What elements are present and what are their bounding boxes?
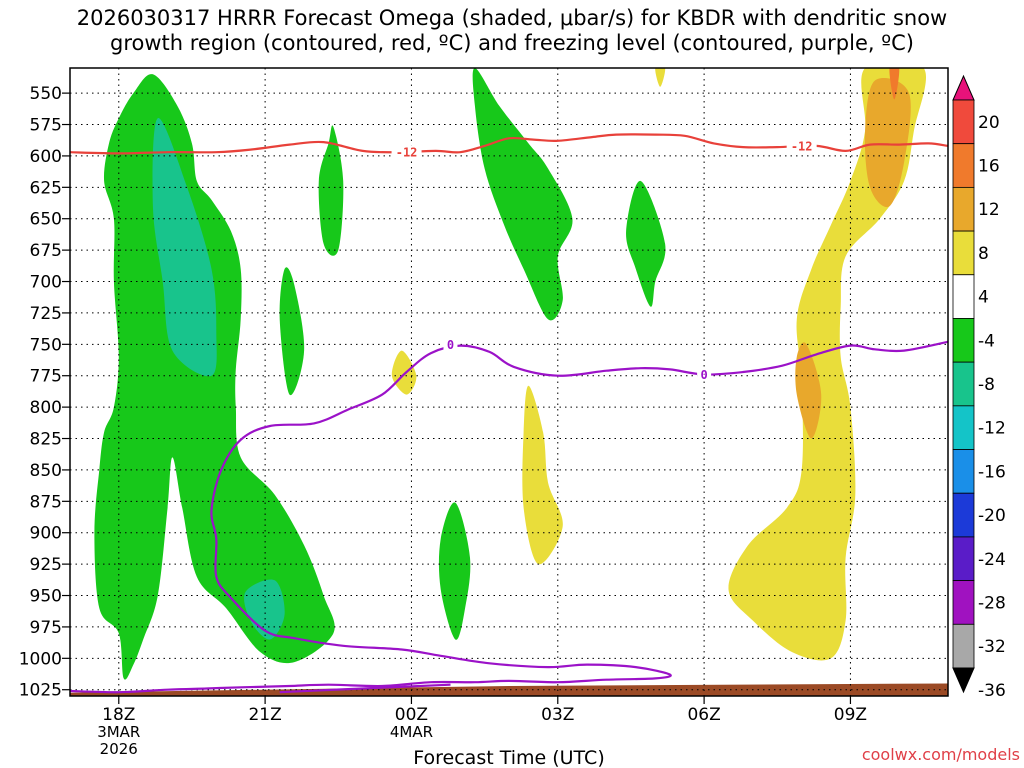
colorbar-label: 8 xyxy=(978,244,989,264)
y-tick-label: 975 xyxy=(30,618,62,638)
colorbar-bin xyxy=(952,405,975,450)
contour-label-bg xyxy=(443,337,458,352)
colorbar-bin xyxy=(952,361,975,407)
contour-label: -12 xyxy=(791,139,813,153)
contour-line-0 xyxy=(70,133,948,155)
colorbar-label: 16 xyxy=(978,157,1000,177)
title-line-1: 2026030317 HRRR Forecast Omega (shaded, … xyxy=(76,6,948,30)
y-tick-label: 800 xyxy=(30,398,62,418)
colorbar-bin xyxy=(952,186,975,232)
colorbar-label: -16 xyxy=(978,462,1006,482)
omega-shading xyxy=(94,68,927,680)
colorbar-label: 20 xyxy=(978,113,1000,133)
x-tick-date: 4MAR xyxy=(390,723,433,741)
omega-region-8 xyxy=(728,68,927,661)
colorbar-bin xyxy=(952,580,975,625)
contour-line-1 xyxy=(70,340,948,694)
y-tick-label: 875 xyxy=(30,492,62,512)
colorbar-label: -4 xyxy=(978,331,995,351)
colorbar-label: -20 xyxy=(978,506,1006,526)
x-tick-label: 00Z xyxy=(395,705,428,725)
plot-frame xyxy=(69,67,949,697)
omega-region-14 xyxy=(522,385,563,565)
colorbar-bin xyxy=(952,99,975,145)
colorbar-label: -36 xyxy=(978,681,1006,701)
colorbar-max-arrow xyxy=(952,74,975,101)
ground-fill xyxy=(70,683,948,696)
omega-region-1 xyxy=(152,118,217,377)
omega-region-12 xyxy=(655,68,666,87)
omega-region-7 xyxy=(438,502,471,640)
contour-label: 0 xyxy=(700,368,707,382)
contour-label-bg xyxy=(391,145,422,160)
y-tick-label: 600 xyxy=(30,147,62,167)
y-tick-label: 775 xyxy=(30,367,62,387)
omega-region-9 xyxy=(864,77,911,208)
colorbar-bin xyxy=(952,449,975,494)
x-tick-date: 3MAR xyxy=(97,723,140,741)
x-tick-label: 03Z xyxy=(541,705,574,725)
colorbar-label: -12 xyxy=(978,419,1006,439)
x-tick-label: 21Z xyxy=(248,705,281,725)
colorbar-bin xyxy=(952,230,975,276)
x-tick-label: 06Z xyxy=(687,705,720,725)
chart-title: 2026030317 HRRR Forecast Omega (shaded, … xyxy=(0,6,1024,56)
colorbar-label: 12 xyxy=(978,200,1000,220)
colorbar-bin xyxy=(952,143,975,188)
omega-region-2 xyxy=(244,579,285,640)
colorbar-bin xyxy=(952,623,975,669)
x-axis-title: Forecast Time (UTC) xyxy=(413,747,604,768)
colorbar-bin xyxy=(952,492,975,538)
colorbar-min-arrow xyxy=(952,667,975,694)
y-tick-label: 650 xyxy=(30,210,62,230)
contour-label-bg xyxy=(697,367,712,382)
y-tick-label: 575 xyxy=(30,116,62,136)
y-tick-label: 1000 xyxy=(19,649,62,669)
omega-region-6 xyxy=(626,180,666,307)
contour-label: -12 xyxy=(396,146,418,160)
contour-line-2 xyxy=(279,683,451,694)
contour-label: 0 xyxy=(447,338,454,352)
y-tick-label: 1025 xyxy=(19,681,62,701)
colorbar-label: -24 xyxy=(978,550,1006,570)
colorbar-bin xyxy=(952,536,975,582)
dotted-grid xyxy=(70,68,948,696)
ground-terrain xyxy=(70,683,948,696)
contour-lines xyxy=(70,133,948,694)
y-tick-label: 850 xyxy=(30,461,62,481)
colorbar-bin xyxy=(952,274,975,319)
y-tick-label: 750 xyxy=(30,335,62,355)
y-tick-label: 625 xyxy=(30,178,62,198)
x-tick-label: 09Z xyxy=(834,705,867,725)
colorbar-label: -32 xyxy=(978,637,1006,657)
title-line-2: growth region (contoured, red, ºC) and f… xyxy=(110,31,914,55)
y-tick-label: 950 xyxy=(30,587,62,607)
omega-region-13 xyxy=(391,350,417,395)
credit-text: coolwx.com/models xyxy=(861,745,1020,764)
colorbar-label: -8 xyxy=(978,375,995,395)
omega-region-10 xyxy=(889,68,900,100)
y-tick-label: 700 xyxy=(30,273,62,293)
omega-region-3 xyxy=(318,125,344,256)
contour-label-bg xyxy=(786,138,817,153)
y-tick-label: 825 xyxy=(30,430,62,450)
contour-labels: -12 -12 0 0 xyxy=(391,138,817,382)
omega-region-11 xyxy=(795,342,822,439)
colorbar-label: -28 xyxy=(978,593,1006,613)
y-tick-label: 725 xyxy=(30,304,62,324)
pressure-axis: 550 575 600 625 650 675 700 725 750 775 800 825 850 8… xyxy=(19,84,70,701)
omega-region-5 xyxy=(472,68,573,321)
colorbar: 20 16 12 8 4 -4 -8 -12 -16 -20 -24 -28 -32 -36 xyxy=(952,74,1006,701)
colorbar-bin xyxy=(952,318,975,363)
x-tick-label: 18Z xyxy=(102,705,135,725)
y-tick-label: 925 xyxy=(30,555,62,575)
colorbar-label: 4 xyxy=(978,288,989,308)
y-tick-label: 900 xyxy=(30,524,62,544)
y-tick-label: 550 xyxy=(30,84,62,104)
y-tick-label: 675 xyxy=(30,241,62,261)
omega-region-4 xyxy=(279,267,305,396)
x-tick-year: 2026 xyxy=(100,740,138,758)
